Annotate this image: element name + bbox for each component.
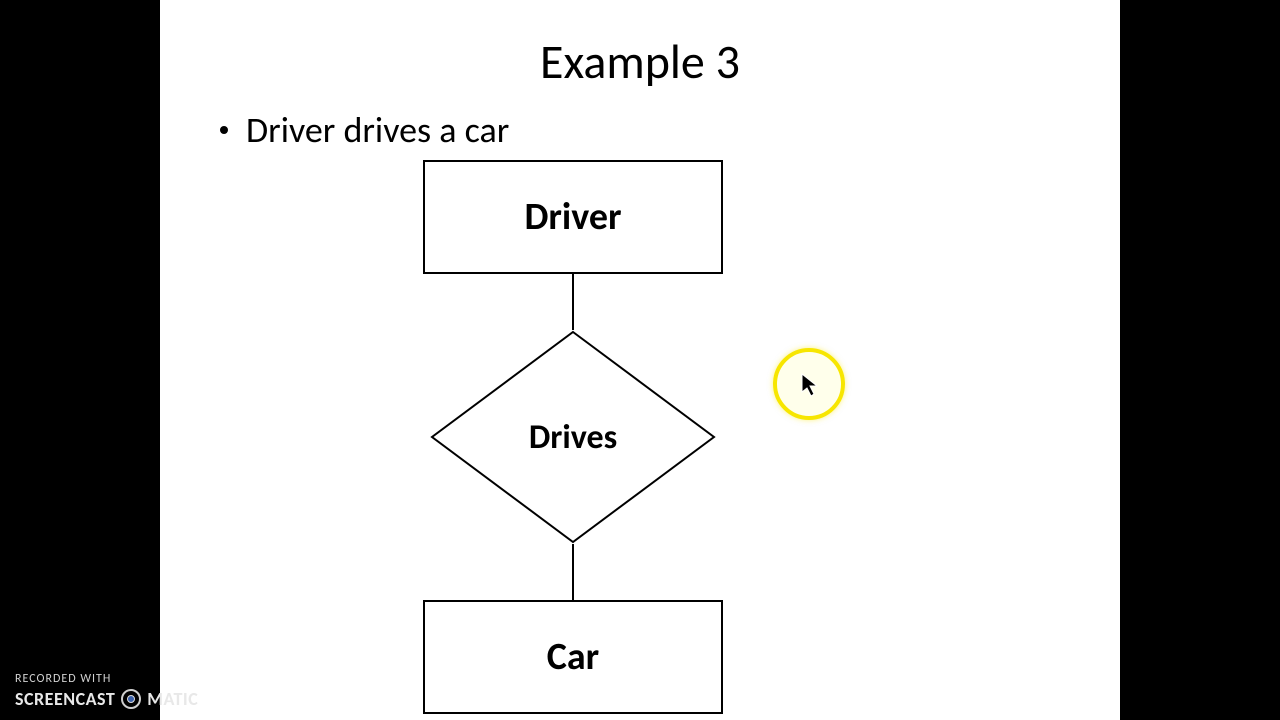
edge-drives-car [572, 544, 574, 600]
relationship-drives-label: Drives [529, 417, 617, 458]
relationship-drives: Drives [430, 330, 716, 544]
entity-driver-label: Driver [524, 194, 621, 240]
entity-car: Car [423, 600, 723, 714]
entity-driver: Driver [423, 160, 723, 274]
watermark-brand-left: SCREENCAST [15, 688, 115, 710]
entity-car-label: Car [547, 634, 599, 680]
watermark-line1: RECORDED WITH [15, 672, 198, 686]
watermark-brand: SCREENCAST MATIC [15, 688, 198, 710]
cursor-icon [800, 372, 820, 404]
recorder-watermark: RECORDED WITH SCREENCAST MATIC [15, 672, 198, 710]
watermark-brand-right: MATIC [147, 688, 198, 710]
slide-canvas: Example 3 Driver drives a car Driver Dri… [160, 0, 1120, 720]
er-diagram: Driver Drives Car [160, 0, 1120, 720]
edge-driver-drives [572, 274, 574, 330]
watermark-logo-icon [121, 689, 141, 709]
